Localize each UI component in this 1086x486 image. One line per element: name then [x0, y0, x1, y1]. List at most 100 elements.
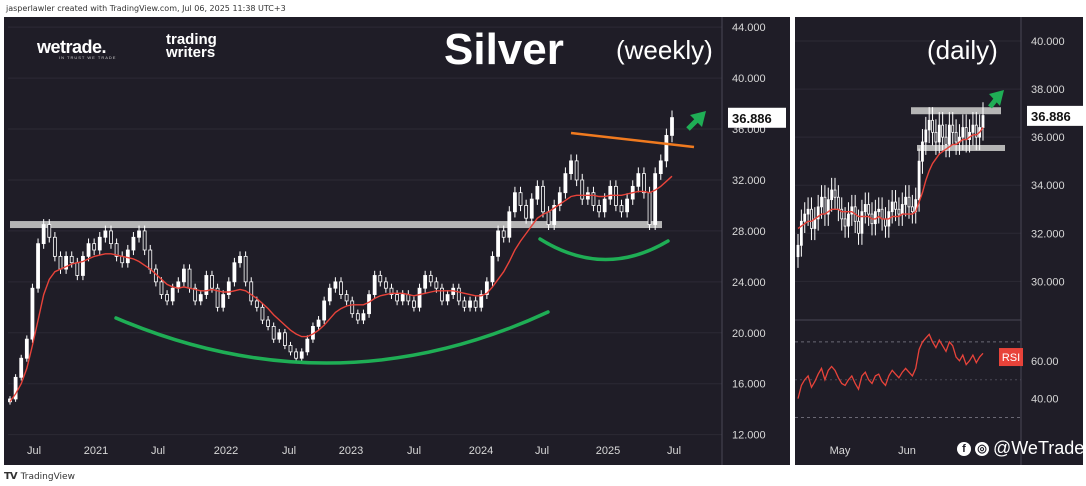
- daily-candle: [927, 119, 931, 131]
- weekly-candle: [529, 198, 534, 219]
- daily-candle: [934, 131, 938, 143]
- weekly-candle: [423, 275, 428, 289]
- tradingview-logo-icon: TV: [4, 471, 18, 482]
- weekly-candle: [221, 294, 226, 308]
- weekly-candle: [563, 173, 568, 194]
- y-tick-label: 40.000: [732, 73, 766, 85]
- weekly-candle: [569, 160, 573, 175]
- weekly-candle: [383, 281, 388, 289]
- y-tick-label: 32.000: [732, 175, 766, 187]
- weekly-candle: [103, 230, 108, 238]
- weekly-candle: [277, 332, 282, 340]
- weekly-candle: [400, 294, 405, 302]
- tradingview-label: TradingView: [20, 471, 75, 482]
- weekly-candle: [47, 224, 52, 238]
- daily-candle: [941, 124, 945, 138]
- weekly-candle: [524, 205, 529, 219]
- weekly-candle: [417, 287, 422, 308]
- weekly-candle: [625, 198, 630, 213]
- daily-chart-svg[interactable]: 40.000 38.000 36.000 34.000 32.000 30.000 36.8…: [795, 17, 1083, 465]
- weekly-candle: [204, 275, 209, 295]
- y-tick-label: 40.000: [1031, 36, 1065, 48]
- x-tick-label: May: [830, 445, 851, 457]
- chart-title: Silver: [444, 25, 564, 74]
- y-tick-label: 36.000: [1031, 132, 1065, 144]
- weekly-candle: [602, 198, 607, 213]
- weekly-candle: [75, 262, 80, 276]
- weekly-candle: [36, 243, 40, 289]
- daily-candle: [931, 119, 934, 133]
- daily-candle: [833, 189, 837, 198]
- weekly-candle: [642, 173, 646, 194]
- weekly-moving-average: [9, 175, 673, 402]
- weekly-candle: [64, 255, 69, 270]
- weekly-candle: [372, 275, 377, 295]
- weekly-candle: [294, 351, 299, 359]
- weekly-candle: [299, 351, 304, 359]
- daily-candle: [907, 196, 911, 208]
- x-tick-label: Jul: [151, 445, 165, 457]
- weekly-candle: [513, 192, 517, 213]
- weekly-candle: [653, 173, 658, 225]
- rsi-label-badge: [999, 348, 1023, 367]
- weekly-trendline: [570, 131, 695, 149]
- trading-writers-line1: trading: [166, 31, 217, 48]
- weekly-candle: [591, 192, 596, 206]
- weekly-candle: [535, 185, 540, 200]
- daily-candle: [806, 208, 810, 215]
- y-tick-label: 20.000: [732, 328, 766, 340]
- weekly-candle: [541, 185, 545, 213]
- weekly-candle: [187, 268, 192, 289]
- weekly-candle: [395, 294, 400, 302]
- weekly-chart-panel[interactable]: 44.000 40.000 36.000 32.000 28.000 24.000 20.0…: [4, 17, 790, 465]
- weekly-candle: [282, 332, 287, 346]
- wetrade-logo: wetrade.: [37, 37, 107, 57]
- weekly-candle: [254, 300, 259, 308]
- weekly-candle: [232, 262, 237, 283]
- daily-price-tag: [1027, 105, 1083, 126]
- weekly-candle: [266, 319, 270, 327]
- chart-subtitle-daily: (daily): [927, 35, 998, 65]
- x-tick-label: 2025: [596, 445, 620, 457]
- daily-moving-average: [797, 127, 984, 230]
- x-tick-label: 2023: [339, 445, 363, 457]
- weekly-candle: [507, 211, 512, 238]
- weekly-candle: [574, 160, 579, 181]
- weekly-candle: [305, 338, 310, 353]
- weekly-candle: [468, 300, 472, 308]
- y-tick-label: 44.000: [732, 22, 766, 34]
- weekly-candle: [327, 287, 332, 302]
- x-tick-label: 2022: [214, 445, 238, 457]
- rsi-tick-label: 40.00: [1031, 394, 1059, 406]
- daily-candle: [867, 204, 871, 215]
- daily-candle: [947, 124, 951, 145]
- daily-candle: [974, 124, 978, 138]
- daily-candle: [917, 160, 921, 201]
- daily-candle: [961, 127, 965, 138]
- weekly-candle: [473, 300, 478, 308]
- x-tick-label: Jul: [27, 445, 41, 457]
- weekly-candle: [81, 255, 85, 276]
- weekly-candle: [142, 230, 147, 251]
- daily-candle: [897, 208, 901, 215]
- weekly-candle: [215, 287, 220, 308]
- daily-candle: [840, 208, 844, 220]
- weekly-candle: [148, 249, 153, 270]
- daily-candle: [843, 218, 847, 227]
- x-tick-label: Jul: [667, 445, 681, 457]
- x-tick-label: Jul: [535, 445, 549, 457]
- weekly-chart-svg[interactable]: 44.00040.00036.00032.00028.00024.00020.0…: [4, 17, 790, 465]
- weekly-candle: [428, 275, 433, 283]
- weekly-candle: [249, 281, 254, 302]
- weekly-candle: [159, 281, 164, 295]
- weekly-candle: [580, 179, 585, 200]
- daily-candle: [880, 208, 884, 220]
- daily-chart-panel[interactable]: 40.000 38.000 36.000 34.000 32.000 30.000 36.8…: [795, 17, 1084, 465]
- weekly-candle: [52, 236, 57, 257]
- weekly-candle: [462, 300, 467, 308]
- weekly-candle: [131, 236, 136, 251]
- y-tick-label: 12.000: [732, 430, 766, 442]
- daily-candle: [847, 213, 850, 227]
- weekly-candle: [210, 275, 214, 289]
- weekly-candle: [518, 192, 523, 206]
